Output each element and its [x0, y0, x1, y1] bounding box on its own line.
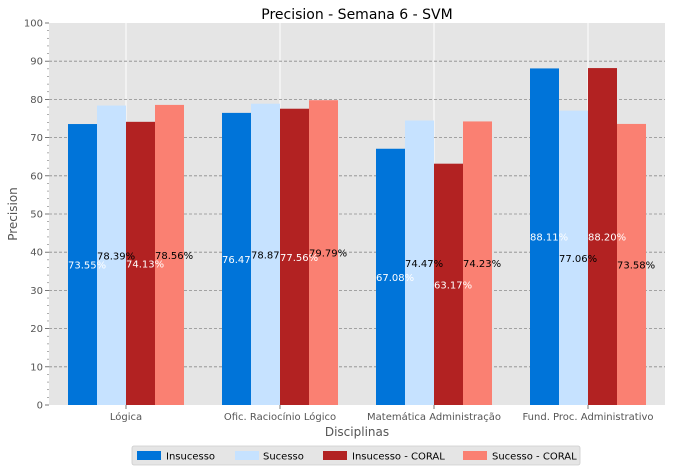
y-tick-label: 50 [30, 210, 43, 221]
bar-sucesso [559, 110, 588, 405]
bar-sucesso-coral [309, 100, 338, 405]
y-tick-label: 90 [30, 57, 43, 68]
bar-sucesso-coral [617, 123, 646, 405]
legend [131, 445, 581, 466]
y-tick-label: 40 [30, 248, 43, 259]
bar-insucesso [376, 148, 405, 405]
x-tick-label: Lógica [110, 411, 142, 423]
x-tick-label: Fund. Proc. Administrativo [522, 412, 653, 423]
bar-value-label: 78.56% [155, 251, 193, 262]
bar-sucesso [405, 120, 434, 405]
y-tick-label: 0 [37, 401, 43, 412]
bar-value-label: 67.08% [376, 273, 414, 284]
x-tick-label: Ofic. Raciocínio Lógico [224, 411, 336, 423]
bar-insucesso-coral [280, 108, 309, 406]
legend-label: Insucesso - CORAL [352, 452, 445, 463]
bar-insucesso [222, 112, 251, 406]
bar-value-label: 78.39% [97, 251, 135, 262]
y-tick-label: 20 [30, 324, 43, 335]
bar-value-label: 88.11% [530, 233, 568, 244]
x-tick-label: Matemática Administração [367, 411, 501, 423]
bar-insucesso-coral [588, 68, 617, 406]
bar-sucesso [97, 105, 126, 405]
y-tick-label: 30 [30, 286, 43, 297]
bar-insucesso-coral [126, 121, 155, 406]
chart-title: Precision - Semana 6 - SVM [261, 7, 452, 23]
y-tick-label: 80 [30, 95, 43, 106]
bar-value-label: 76.47 [222, 255, 251, 266]
bar-value-label: 73.58% [617, 260, 655, 271]
bar-value-label: 63.17% [434, 280, 472, 291]
bar-sucesso-coral [463, 121, 492, 405]
x-axis-title: Disciplinas [325, 425, 389, 439]
y-tick-label: 60 [30, 171, 43, 182]
bar-insucesso [68, 124, 97, 405]
bar-insucesso [530, 68, 559, 405]
bar-value-label: 77.56% [280, 253, 318, 264]
y-tick-label: 10 [30, 362, 43, 373]
bar-value-label: 74.23% [463, 259, 501, 270]
bar-insucesso-coral [434, 163, 463, 405]
legend-label: Insucesso [166, 452, 215, 463]
bar-value-label: 74.47% [405, 259, 443, 270]
legend-swatch [137, 451, 161, 460]
y-tick-label: 70 [30, 133, 43, 144]
bar-value-label: 78.87 [251, 250, 280, 261]
bar-value-label: 88.20% [588, 233, 626, 244]
y-tick-label: 100 [24, 19, 43, 30]
legend-swatch [235, 451, 259, 460]
bar-sucesso-coral [155, 104, 184, 405]
legend-label: Sucesso [263, 452, 304, 463]
bar-value-label: 74.13% [126, 259, 164, 270]
bar-sucesso [251, 103, 280, 405]
legend-label: Sucesso - CORAL [492, 452, 577, 463]
y-axis-title: Precision [6, 187, 20, 241]
bar-value-label: 79.79% [309, 249, 347, 260]
bar-value-label: 73.55% [68, 261, 106, 272]
legend-swatch [323, 451, 347, 460]
legend-swatch [463, 451, 487, 460]
bar-value-label: 77.06% [559, 254, 597, 265]
